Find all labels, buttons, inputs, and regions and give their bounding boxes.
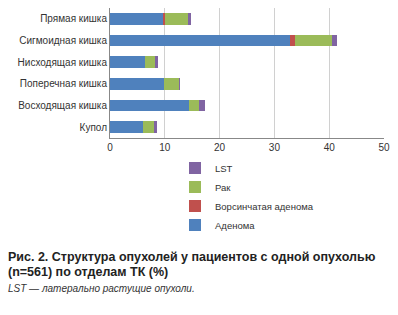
svg-text:Аденома: Аденома bbox=[215, 220, 255, 231]
svg-text:50: 50 bbox=[378, 142, 390, 153]
html-text:Рис. 2. Структура опухолей у п: Рис. 2. Структура опухолей у пациентов с… bbox=[8, 250, 376, 279]
svg-text:Купол: Купол bbox=[80, 122, 108, 133]
svg-text:20: 20 bbox=[214, 142, 226, 153]
svg-text:Прямая кишка: Прямая кишка bbox=[40, 13, 107, 24]
svg-text:LST: LST bbox=[215, 163, 233, 174]
svg-text:0: 0 bbox=[107, 142, 113, 153]
svg-text:Ворсинчатая аденома: Ворсинчатая аденома bbox=[215, 201, 314, 212]
svg-text:Нисходящая кишка: Нисходящая кишка bbox=[18, 57, 108, 68]
svg-text:Восходящая кишка: Восходящая кишка bbox=[18, 100, 107, 111]
svg-text:10: 10 bbox=[159, 142, 171, 153]
svg-text:40: 40 bbox=[324, 142, 336, 153]
html-text:LST — латерально растущие опух: LST — латерально растущие опухоли. bbox=[8, 283, 195, 294]
svg-text:Сигмоидная кишка: Сигмоидная кишка bbox=[19, 35, 107, 46]
svg-text:30: 30 bbox=[269, 142, 281, 153]
svg-text:Поперечная кишка: Поперечная кишка bbox=[20, 78, 108, 89]
svg-text:Рак: Рак bbox=[215, 182, 231, 193]
